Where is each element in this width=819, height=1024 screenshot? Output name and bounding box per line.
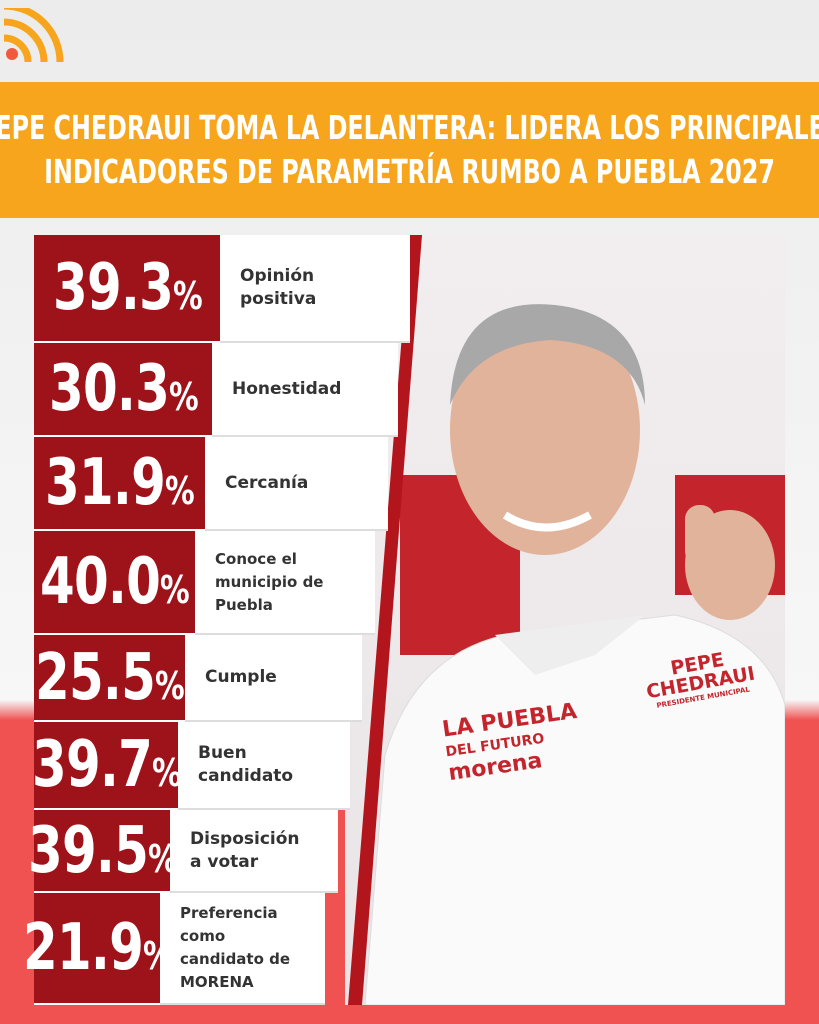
value-unit: %	[151, 751, 182, 795]
value-number: 39.7	[31, 728, 153, 802]
label-box: Disposición a votar	[170, 810, 338, 893]
value-box: 39.7%	[31, 722, 182, 810]
value: 39.5%	[27, 813, 178, 888]
value-box: 31.9%	[34, 437, 205, 531]
value: 21.9%	[22, 911, 173, 985]
title-banner: PEPE CHEDRAUI TOMA LA DELANTERA: LIDERA …	[0, 82, 819, 218]
value: 40.0%	[40, 545, 190, 619]
value-unit: %	[160, 568, 190, 612]
value-unit: %	[165, 469, 195, 513]
value-box: 40.0%	[34, 531, 195, 635]
label: Cumple	[205, 667, 277, 687]
label: candidato	[198, 766, 294, 786]
label: Cercanía	[225, 472, 309, 493]
label: Opinión	[240, 266, 315, 286]
label: Honestidad	[232, 378, 342, 399]
label-box: Buen candidato	[178, 722, 350, 810]
value-unit: %	[172, 274, 203, 318]
label: Disposición	[190, 828, 300, 849]
value: 25.5%	[35, 640, 185, 715]
value-number: 40.0	[40, 545, 161, 619]
value-box: 21.9%	[23, 893, 172, 1005]
label: Puebla	[215, 595, 273, 614]
value-box: 25.5%	[34, 635, 185, 722]
label: candidato de	[180, 950, 291, 968]
label: Conoce el	[215, 549, 297, 568]
value-unit: %	[168, 375, 199, 419]
label-box: Opinión positiva	[220, 235, 410, 343]
value-box: 39.3%	[34, 235, 220, 343]
label-box: Conoce el municipio de Puebla	[195, 531, 375, 635]
label: a votar	[190, 851, 259, 872]
label-box: Cumple	[185, 635, 362, 722]
value: 39.7%	[31, 728, 182, 802]
value-number: 21.9	[22, 911, 144, 985]
label: Preferencia como	[180, 904, 278, 945]
label: MORENA	[180, 973, 254, 991]
photo-illustration	[364, 304, 785, 1005]
label: municipio de	[215, 572, 324, 591]
value-box: 39.5%	[28, 810, 177, 893]
label-box: Honestidad	[212, 343, 398, 437]
logo	[3, 8, 64, 63]
value-number: 30.3	[48, 352, 170, 426]
photo: LA PUEBLA DEL FUTURO morena PEPE CHEDRAU…	[345, 235, 785, 1005]
label: Buen	[198, 743, 247, 763]
label-box: Cercanía	[205, 437, 388, 531]
value-number: 39.5	[27, 813, 149, 888]
value-unit: %	[155, 663, 185, 708]
value-box: 30.3%	[34, 343, 212, 437]
value-number: 25.5	[35, 640, 156, 715]
value: 31.9%	[45, 446, 195, 520]
value-number: 39.3	[52, 251, 174, 325]
value: 39.3%	[52, 251, 203, 325]
label: positiva	[240, 289, 317, 309]
title-line: INDICADORES DE PARAMETRÍA RUMBO A PUEBLA…	[44, 152, 775, 191]
value: 30.3%	[48, 352, 199, 426]
title-line: PEPE CHEDRAUI TOMA LA DELANTERA: LIDERA …	[0, 108, 819, 147]
value-number: 31.9	[45, 446, 166, 520]
label-box: Preferencia como candidato de MORENA	[160, 893, 325, 1005]
stripe	[348, 235, 422, 1005]
